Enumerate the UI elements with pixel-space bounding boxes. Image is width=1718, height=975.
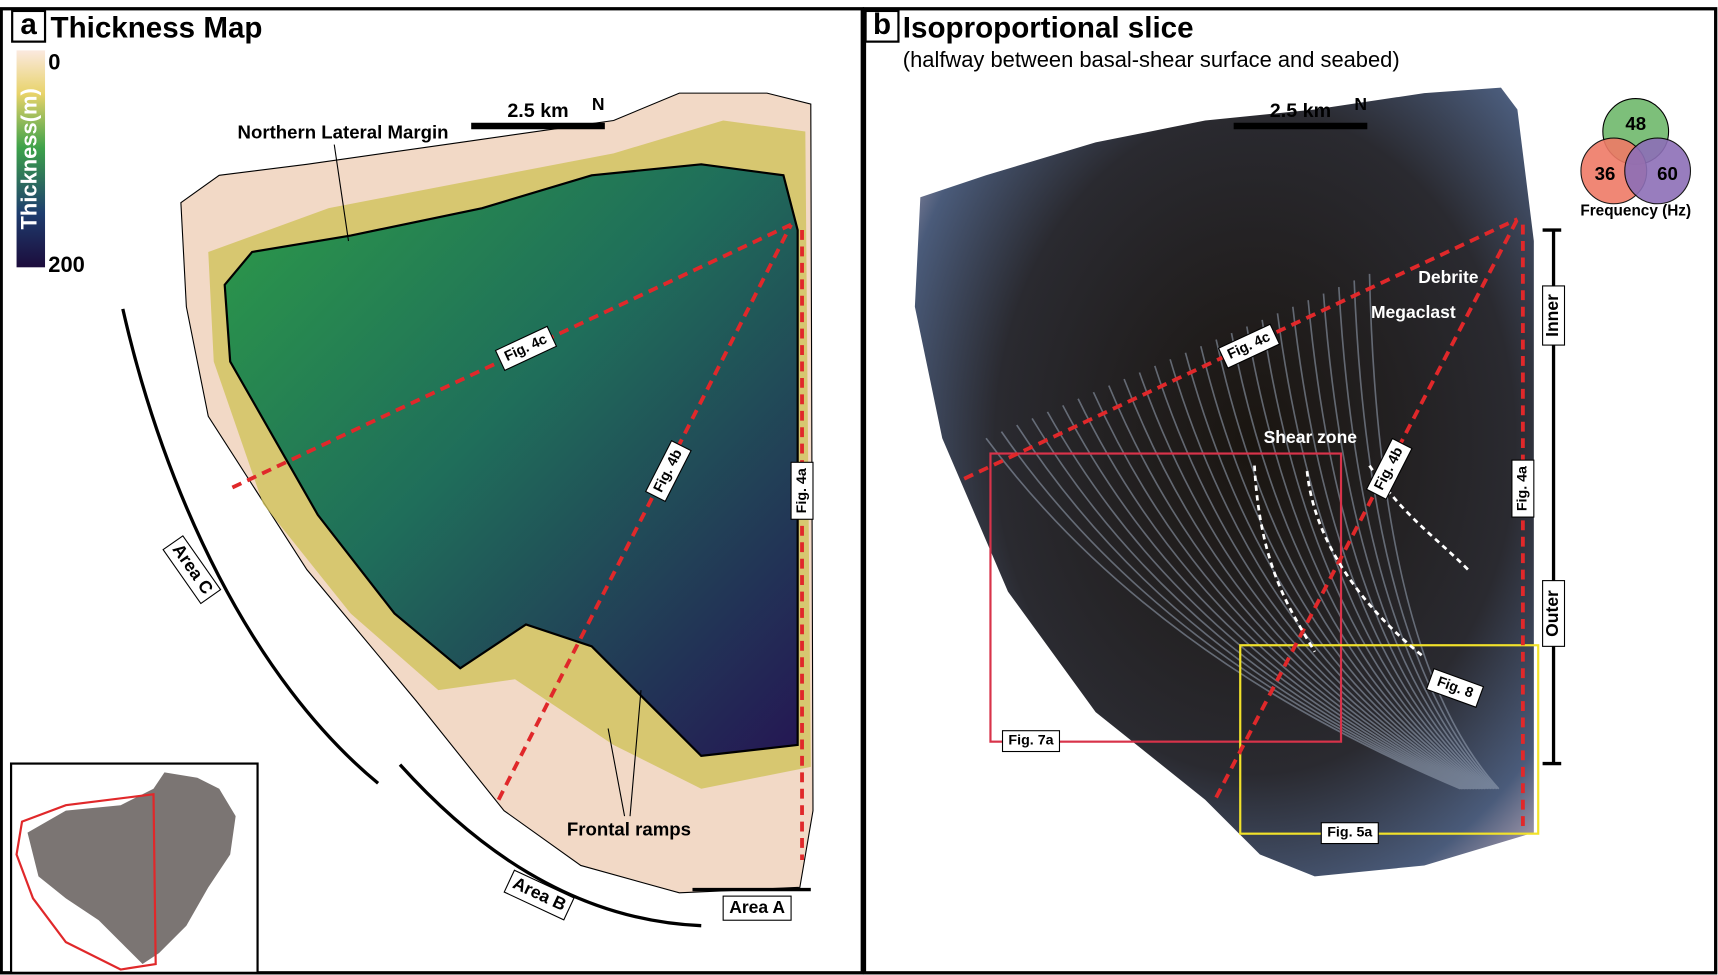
panel-letter: a: [20, 8, 37, 41]
panel-subtitle: (halfway between basal-shear surface and…: [903, 47, 1400, 72]
colorbar-tick-label: 0: [48, 49, 60, 74]
panel-letter: b: [873, 8, 891, 41]
venn-value: 36: [1595, 163, 1616, 184]
figure: a Thickness Map b Isoproportional slice …: [0, 0, 1718, 975]
section-label: Fig. 4a: [794, 468, 810, 513]
panel-title: Thickness Map: [51, 11, 263, 44]
north-arrow: N: [592, 94, 605, 114]
zone-label: Inner: [1542, 294, 1562, 337]
section-label: Fig. 4a: [1515, 466, 1531, 511]
scale-label: 2.5 km: [507, 100, 568, 122]
venn-value: 48: [1625, 113, 1646, 134]
figure-label: Fig. 5a: [1327, 824, 1372, 840]
zone-label: Outer: [1542, 590, 1562, 637]
area-label: Area A: [729, 897, 785, 917]
north-arrow: N: [1354, 94, 1367, 114]
annotation: Northern Lateral Margin: [238, 122, 449, 143]
annotation: Debrite: [1418, 267, 1479, 287]
venn-label: Frequency (Hz): [1580, 202, 1691, 219]
panel-title: Isoproportional slice: [903, 11, 1194, 44]
annotation: Shear zone: [1264, 427, 1358, 447]
figure-label: Fig. 7a: [1008, 732, 1053, 748]
venn-value: 60: [1657, 163, 1678, 184]
annotation: Megaclast: [1371, 302, 1456, 322]
colorbar-tick-label: 200: [48, 252, 85, 277]
annotation: Frontal ramps: [567, 818, 691, 839]
colorbar-label: Thickness(m): [17, 88, 42, 229]
scale-label: 2.5 km: [1270, 100, 1331, 122]
